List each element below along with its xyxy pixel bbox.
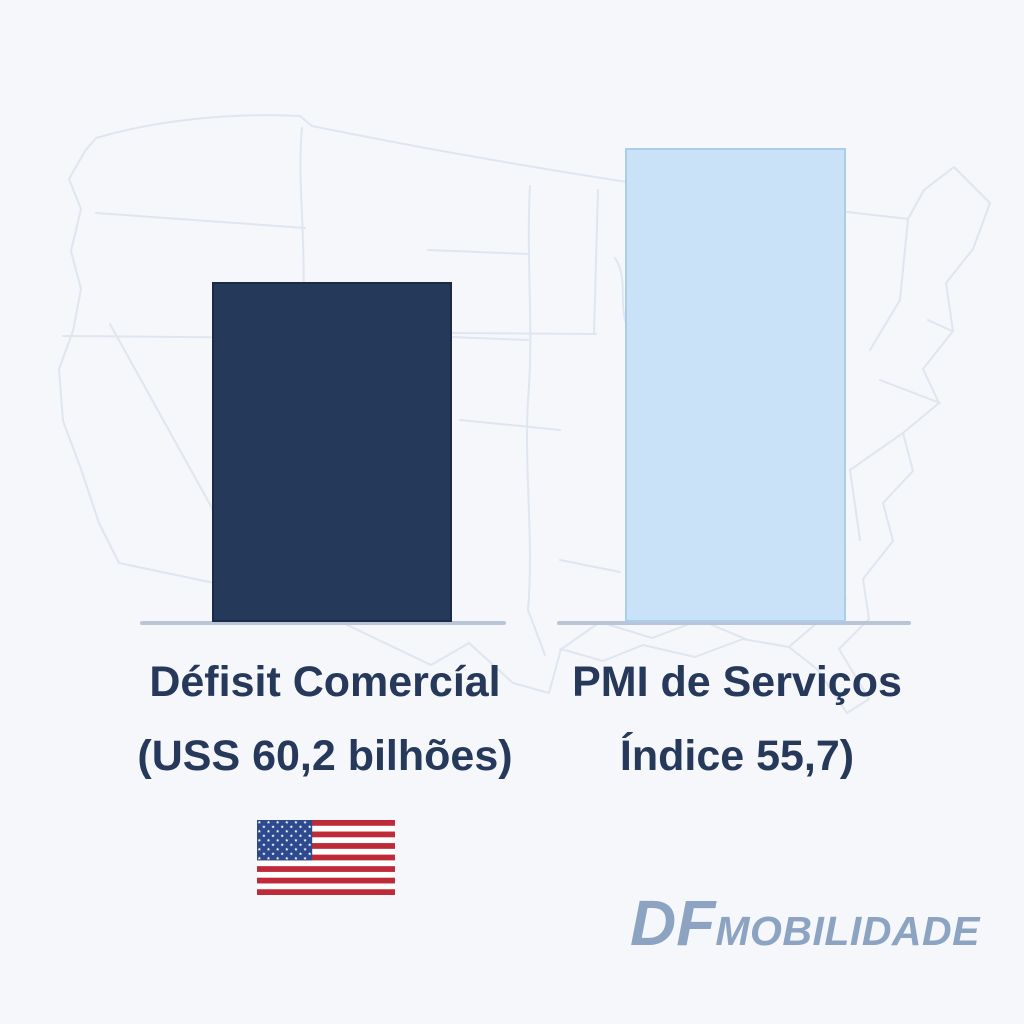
caption-trade-deficit-line1: Défisit Comercíal: [149, 658, 501, 706]
caption-services-pmi-line1: PMI de Serviços: [572, 658, 902, 706]
logo-df-text: DF: [630, 887, 716, 959]
caption-services-pmi-line2: Índice 55,7): [619, 732, 855, 780]
usa-flag-icon: [257, 820, 395, 895]
caption-services-pmi: PMI de Serviços Índice 55,7): [507, 645, 967, 793]
bar-trade-deficit: [212, 282, 452, 622]
bar-services-pmi: [625, 148, 846, 622]
baseline-right: [557, 621, 911, 625]
caption-trade-deficit-line2: (USS 60,2 bilhões): [137, 732, 513, 780]
logo-mobilidade-text: MOBILIDADE: [715, 908, 980, 954]
logo-dfmobilidade: DF MOBILIDADE: [630, 886, 980, 960]
caption-trade-deficit: Défisit Comercíal (USS 60,2 bilhões): [95, 645, 555, 793]
baseline-left: [140, 621, 506, 625]
